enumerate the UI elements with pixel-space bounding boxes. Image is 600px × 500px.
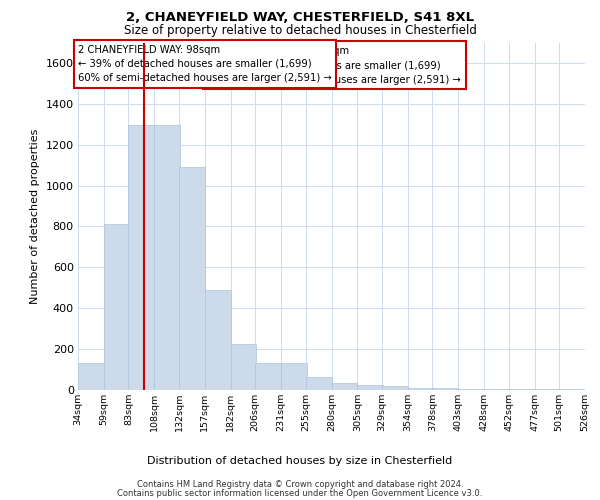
- Text: Contains HM Land Registry data © Crown copyright and database right 2024.: Contains HM Land Registry data © Crown c…: [137, 480, 463, 489]
- Text: Size of property relative to detached houses in Chesterfield: Size of property relative to detached ho…: [124, 24, 476, 37]
- Bar: [179, 167, 205, 390]
- Text: Distribution of detached houses by size in Chesterfield: Distribution of detached houses by size …: [148, 456, 452, 466]
- Text: 2 CHANEYFIELD WAY: 98sqm
← 39% of detached houses are smaller (1,699)
60% of sem: 2 CHANEYFIELD WAY: 98sqm ← 39% of detach…: [78, 44, 332, 84]
- Bar: [306, 376, 331, 390]
- Bar: [230, 344, 256, 390]
- Bar: [154, 126, 180, 390]
- Y-axis label: Number of detached properties: Number of detached properties: [30, 128, 40, 304]
- Bar: [357, 385, 383, 390]
- Bar: [331, 383, 357, 390]
- Bar: [255, 364, 281, 390]
- Bar: [433, 388, 458, 390]
- Bar: [281, 364, 307, 390]
- Bar: [128, 126, 154, 390]
- Bar: [382, 386, 408, 390]
- Bar: [484, 389, 510, 390]
- Bar: [408, 388, 434, 390]
- Bar: [78, 362, 104, 390]
- Bar: [104, 224, 130, 390]
- Text: 2 CHANEYFIELD WAY: 98sqm
← 39% of detached houses are smaller (1,699)
60% of sem: 2 CHANEYFIELD WAY: 98sqm ← 39% of detach…: [207, 46, 461, 85]
- Bar: [458, 389, 484, 390]
- Bar: [205, 290, 230, 390]
- Text: 2, CHANEYFIELD WAY, CHESTERFIELD, S41 8XL: 2, CHANEYFIELD WAY, CHESTERFIELD, S41 8X…: [126, 11, 474, 24]
- Text: Contains public sector information licensed under the Open Government Licence v3: Contains public sector information licen…: [118, 488, 482, 498]
